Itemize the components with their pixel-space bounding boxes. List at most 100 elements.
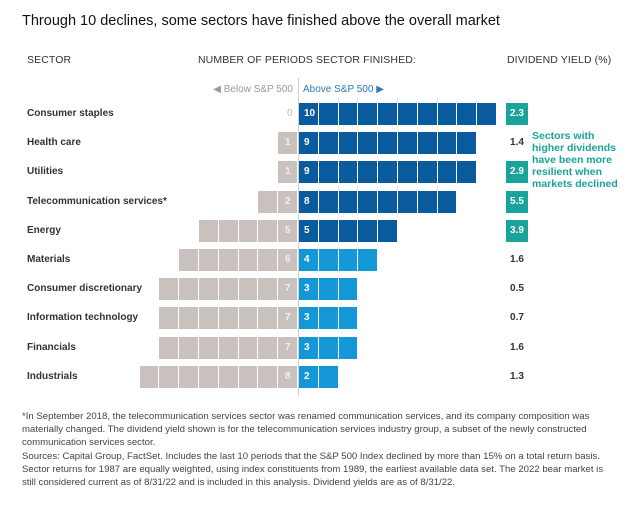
bar-above-cell xyxy=(299,103,319,125)
bar-below-cell xyxy=(199,249,219,271)
bar-below-cell xyxy=(258,249,279,271)
bar-above-cell xyxy=(417,190,438,213)
bar-below-cell xyxy=(278,132,298,155)
sector-label: Utilities xyxy=(27,166,64,178)
chart-title: Through 10 declines, some sectors have f… xyxy=(22,13,500,29)
footnotes: *In September 2018, the telecommunicatio… xyxy=(22,410,618,489)
bar-below-cell xyxy=(278,161,298,184)
dividend-yield-value: 5.5 xyxy=(506,190,528,213)
bar-above-cell xyxy=(318,103,339,125)
bar-above-cell xyxy=(378,161,398,184)
bar-above-cell xyxy=(378,132,398,155)
bar-above-cell xyxy=(417,132,438,155)
bar-below-cell xyxy=(159,278,180,301)
bar-below-cell xyxy=(278,307,298,330)
bar-above-label: 10 xyxy=(304,108,316,119)
bar-below-cell xyxy=(258,219,279,242)
dividend-yield-value: 1.4 xyxy=(510,137,524,149)
bar-above-cell xyxy=(457,161,478,184)
bar-below-cell xyxy=(218,249,239,271)
bar-above-cell xyxy=(318,249,339,271)
bar-above-cell xyxy=(299,161,319,184)
bar-below-cell xyxy=(258,365,279,388)
sector-label: Industrials xyxy=(27,370,78,382)
sector-label: Consumer staples xyxy=(27,108,114,119)
bar-below-cell xyxy=(238,219,259,242)
bar-above-cell xyxy=(318,336,339,359)
bar-below-cell xyxy=(258,278,279,301)
bar-below-cell xyxy=(258,336,279,359)
bar-above-label: 3 xyxy=(304,283,310,295)
bar-below-cell xyxy=(278,190,298,213)
bar-above-label: 4 xyxy=(304,254,310,265)
bar-below-label: 6 xyxy=(285,254,291,265)
bar-above-label: 5 xyxy=(304,224,310,236)
bar-below-cell xyxy=(159,307,180,330)
bar-below-cell xyxy=(278,336,298,359)
sector-label: Energy xyxy=(27,224,61,236)
bar-above-label: 9 xyxy=(304,137,310,149)
bar-below-cell xyxy=(179,307,199,330)
bar-above-cell xyxy=(318,219,339,242)
bar-below-label: 7 xyxy=(285,283,291,295)
bar-above-cell xyxy=(299,365,319,388)
bar-above-cell xyxy=(338,336,359,359)
bar-below-cell xyxy=(179,278,199,301)
bar-above-cell xyxy=(358,161,379,184)
bar-below-cell xyxy=(238,336,259,359)
bar-above-cell xyxy=(318,278,339,301)
dividend-yield-value: 3.9 xyxy=(506,219,528,242)
bar-below-cell xyxy=(159,336,180,359)
bar-below-cell xyxy=(238,365,259,388)
sector-label: Information technology xyxy=(27,312,139,324)
bar-above-cell xyxy=(358,103,379,125)
bar-below-cell xyxy=(199,219,219,242)
footnote-sources: Sources: Capital Group, FactSet. Include… xyxy=(22,450,604,489)
bar-below-cell xyxy=(278,219,298,242)
dividend-yield-value: 1.6 xyxy=(510,341,524,353)
bar-above-cell xyxy=(299,190,319,213)
bar-above-cell xyxy=(398,161,418,184)
bar-above-cell xyxy=(378,219,398,242)
bar-above-cell xyxy=(338,249,359,271)
bar-above-cell xyxy=(299,278,319,301)
dividend-yield-value: 0.7 xyxy=(510,312,524,324)
bar-above-cell xyxy=(378,103,398,125)
bar-above-cell xyxy=(417,161,438,184)
bar-above-cell xyxy=(378,190,398,213)
bar-above-cell xyxy=(457,103,478,125)
sector-label: Consumer discretionary xyxy=(27,283,143,295)
sector-label: Financials xyxy=(27,341,76,353)
bar-above-cell xyxy=(318,190,339,213)
bar-above-label: 9 xyxy=(304,166,310,178)
bar-above-label: 2 xyxy=(304,370,310,382)
bar-above-cell xyxy=(437,161,458,184)
bar-above-label: 3 xyxy=(304,341,310,353)
bar-below-label: 7 xyxy=(285,341,291,353)
bar-below-cell xyxy=(199,365,219,388)
dividend-yield-value: 0.5 xyxy=(510,283,524,295)
sector-label: Health care xyxy=(27,137,81,149)
bar-above-cell xyxy=(457,132,478,155)
bar-above-cell xyxy=(299,249,319,271)
bar-above-cell xyxy=(358,219,379,242)
bar-above-cell xyxy=(338,278,359,301)
periods-column-header: NUMBER OF PERIODS SECTOR FINISHED: xyxy=(198,54,416,66)
bar-above-cell xyxy=(318,307,339,330)
bar-above-cell xyxy=(437,132,458,155)
zero-axis-divider xyxy=(298,78,299,396)
bar-below-cell xyxy=(199,307,219,330)
dividend-yield-value: 2.9 xyxy=(506,161,528,184)
bar-above-cell xyxy=(299,219,319,242)
bar-above-cell xyxy=(318,132,339,155)
sector-label: Telecommunication services* xyxy=(27,195,167,207)
dividend-yield-value: 1.3 xyxy=(510,370,524,382)
dividend-annotation: Sectors with higher dividends have been … xyxy=(532,130,618,190)
bar-below-cell xyxy=(278,249,298,271)
footnote-telecom: *In September 2018, the telecommunicatio… xyxy=(22,411,590,449)
bar-above-label: 8 xyxy=(304,195,310,207)
bar-below-cell xyxy=(238,307,259,330)
bar-below-label: 5 xyxy=(285,224,291,236)
bar-above-cell xyxy=(398,132,418,155)
dividend-yield-value: 2.3 xyxy=(506,103,528,125)
